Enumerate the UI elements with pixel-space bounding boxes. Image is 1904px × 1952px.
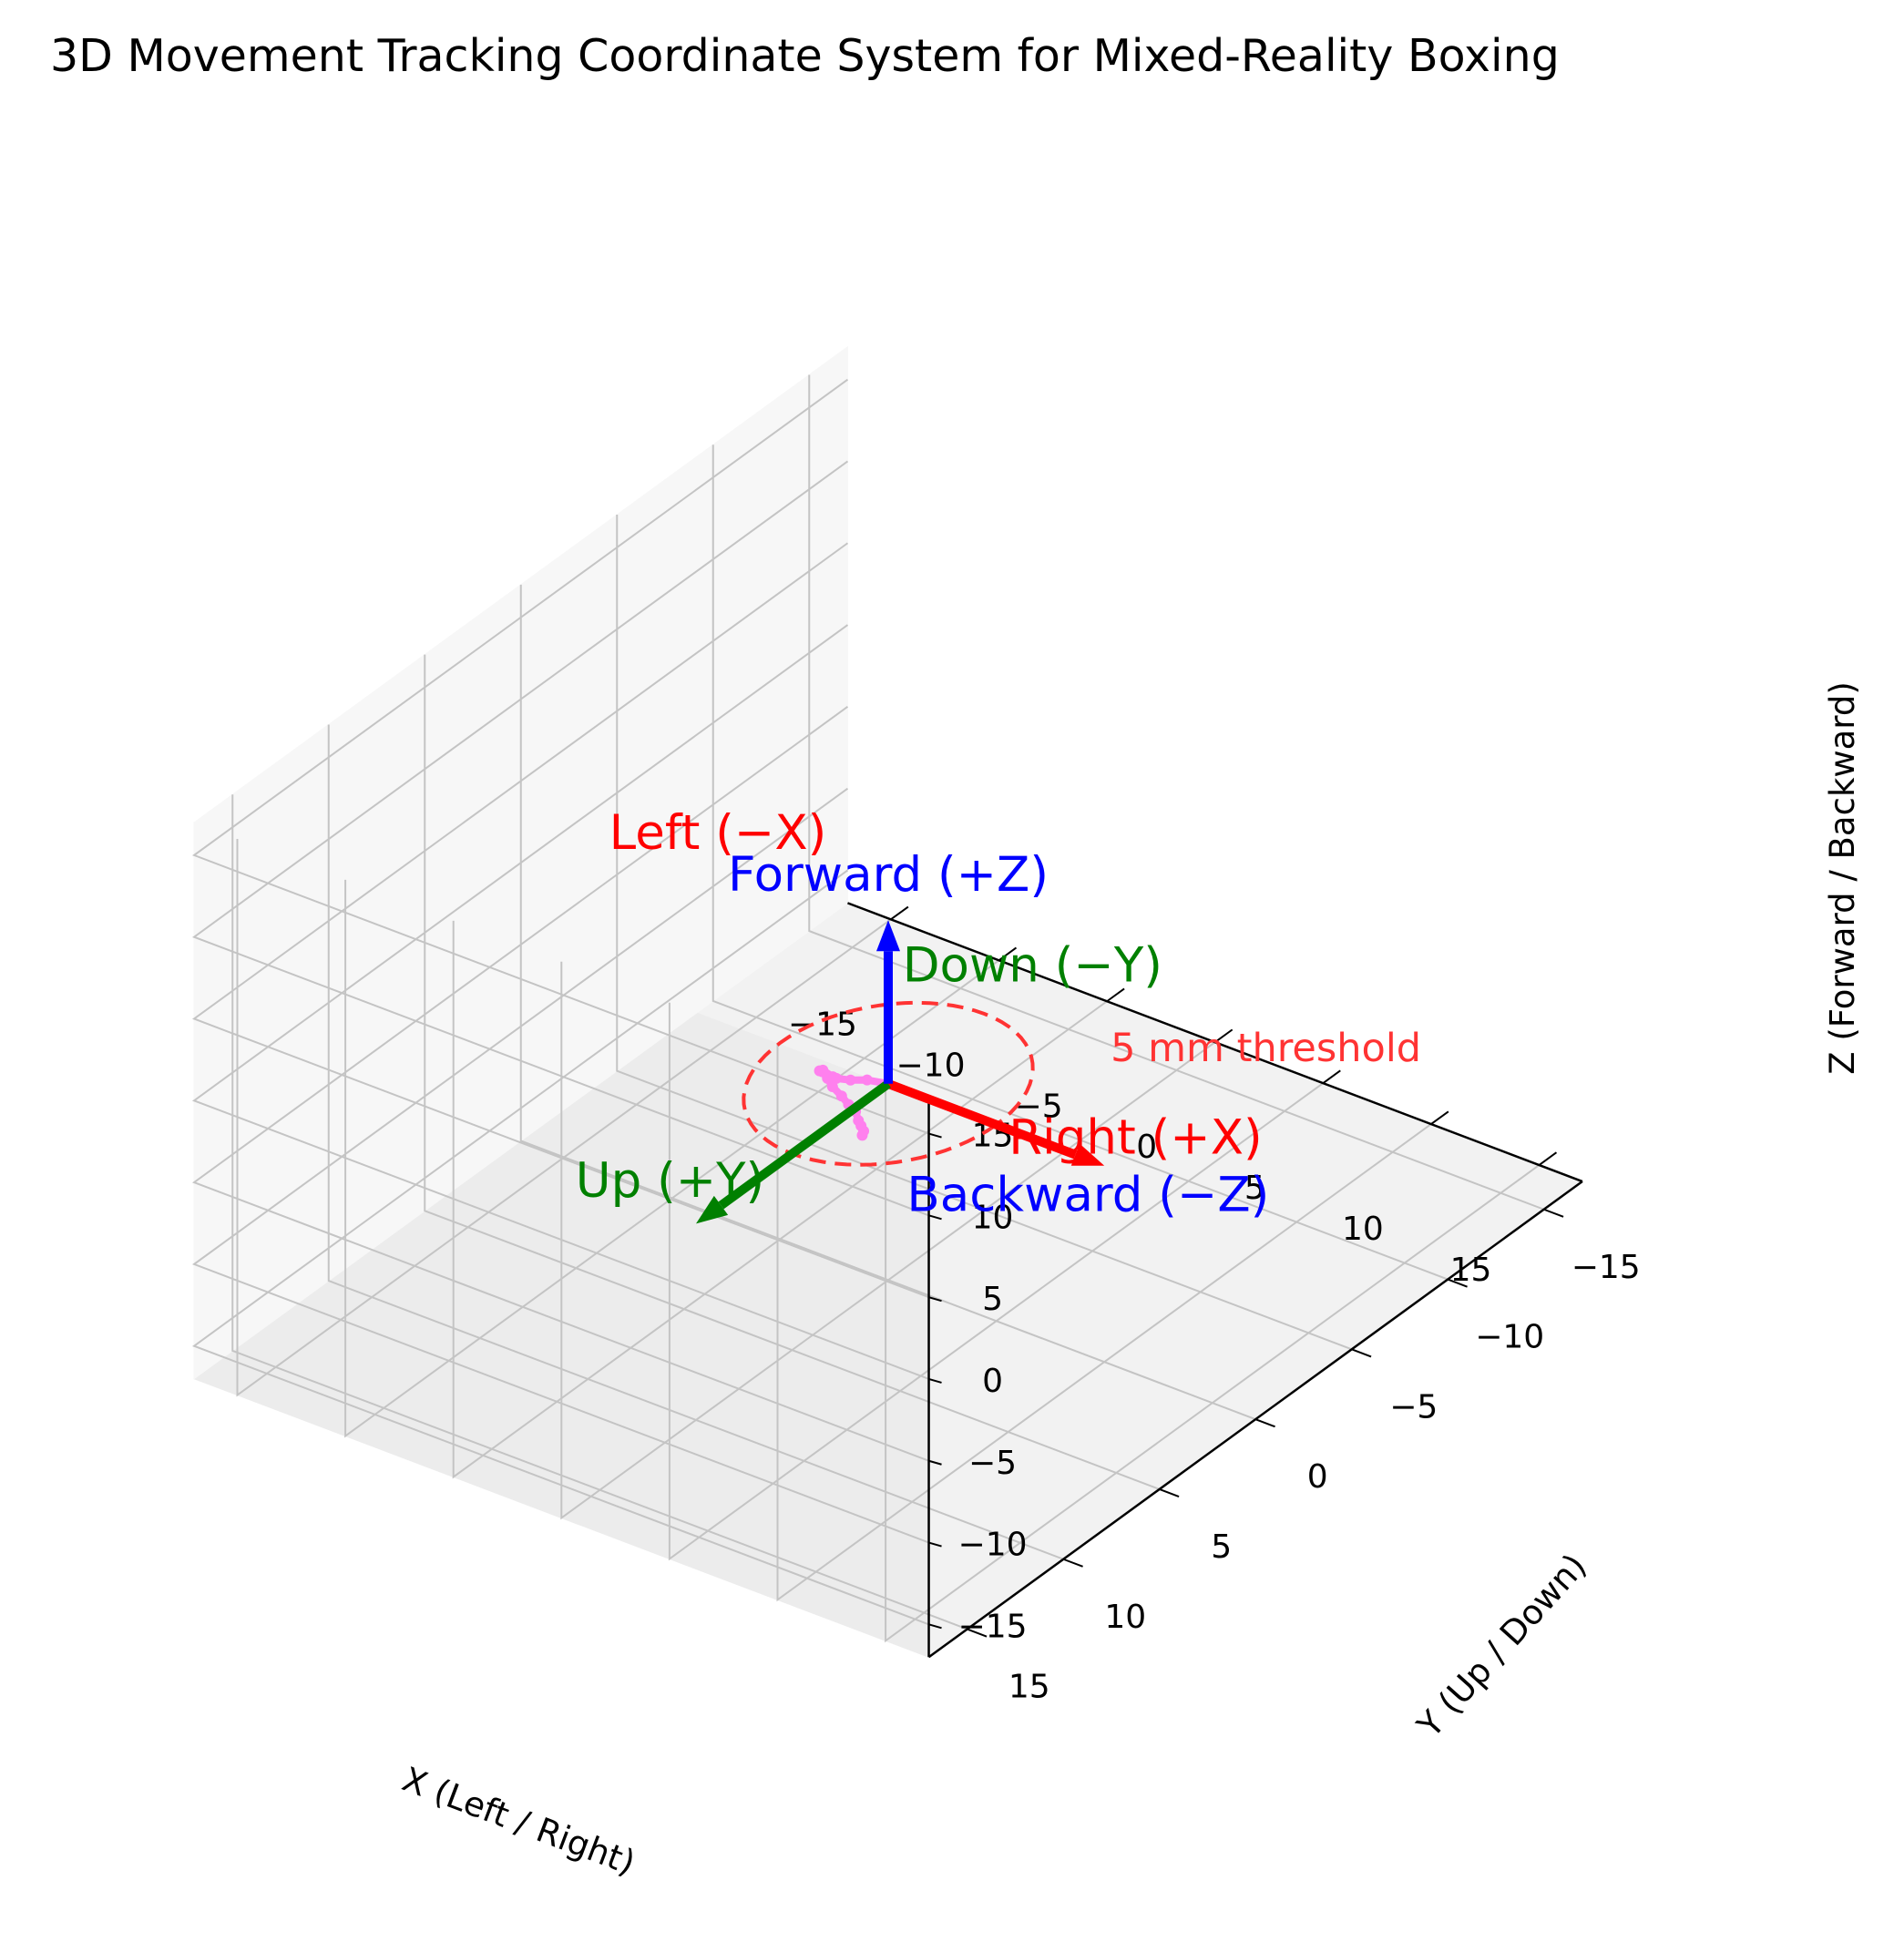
grid-line-x bbox=[344, 879, 1000, 1438]
x-tick-mark bbox=[890, 905, 909, 921]
threshold-label: 5 mm threshold bbox=[1111, 1026, 1421, 1071]
grid-line-z bbox=[191, 542, 929, 1299]
x-tick-mark bbox=[1538, 1151, 1558, 1166]
grid-line-z bbox=[191, 706, 929, 1462]
chart-title: 3D Movement Tracking Coordinate System f… bbox=[50, 30, 1560, 82]
grid-line-y bbox=[327, 724, 1064, 1560]
grid-line-y bbox=[519, 584, 1256, 1421]
threshold-group: 5 mm threshold bbox=[742, 1000, 1421, 1167]
y-tick-label: 5 bbox=[1211, 1528, 1232, 1566]
arrow-up-head bbox=[696, 1195, 729, 1224]
grid-line-y bbox=[711, 445, 1448, 1281]
grid-line-x bbox=[885, 1084, 1541, 1643]
grid-line-z bbox=[191, 378, 929, 1135]
label-backward: Backward (−Z) bbox=[906, 1168, 1269, 1223]
arrow-right-head bbox=[1070, 1143, 1105, 1166]
grid-line-z bbox=[191, 624, 929, 1380]
x-tick-label: −5 bbox=[1015, 1088, 1063, 1125]
z-tick-label: −5 bbox=[968, 1445, 1017, 1482]
z-tick-mark bbox=[928, 1296, 942, 1303]
y-tick-mark bbox=[1543, 1208, 1564, 1218]
grid-line-z bbox=[191, 869, 929, 1626]
z-tick-label: 10 bbox=[972, 1199, 1014, 1236]
direction-arrows bbox=[696, 920, 1105, 1224]
y-tick-mark bbox=[1351, 1348, 1372, 1358]
y-tick-mark bbox=[1447, 1278, 1468, 1288]
x-tick-label: 15 bbox=[1450, 1252, 1492, 1289]
z-tick-mark bbox=[928, 1459, 942, 1466]
y-tick-label: 0 bbox=[1307, 1458, 1328, 1496]
grid-line-y bbox=[616, 515, 1353, 1351]
y-tick-mark bbox=[1062, 1558, 1083, 1568]
grid-line-x bbox=[668, 1002, 1324, 1561]
grid-line-x bbox=[236, 838, 892, 1397]
grid-line-y bbox=[231, 794, 968, 1630]
x-tick-mark bbox=[998, 946, 1018, 962]
grid-line-y bbox=[424, 654, 1161, 1490]
x-tick-label: −15 bbox=[788, 1006, 857, 1043]
trajectory-point bbox=[826, 1081, 838, 1093]
threshold-circle bbox=[742, 1000, 1035, 1167]
x-tick-label: −10 bbox=[896, 1047, 966, 1084]
z-axis-label: Z (Forward / Backward) bbox=[1823, 681, 1862, 1075]
label-down: Down (−Y) bbox=[903, 937, 1162, 993]
y-tick-label: −10 bbox=[1475, 1319, 1544, 1356]
x-tick-mark bbox=[1214, 1028, 1234, 1044]
x-tick-label: 5 bbox=[1244, 1170, 1265, 1207]
grid-line-z bbox=[191, 787, 929, 1544]
grid-lines bbox=[191, 374, 1545, 1643]
trajectory-point bbox=[861, 1074, 873, 1086]
trajectory-point bbox=[822, 1072, 834, 1084]
x-axis-label: X (Left / Right) bbox=[397, 1760, 640, 1883]
z-tick-mark bbox=[928, 1541, 942, 1548]
x-tick-label: 10 bbox=[1342, 1211, 1384, 1248]
y-tick-mark bbox=[1159, 1488, 1180, 1497]
y-tick-label: −15 bbox=[1571, 1249, 1641, 1286]
grid-line-x bbox=[452, 920, 1108, 1479]
x-tick-mark bbox=[1322, 1069, 1341, 1084]
arrow-forward-head bbox=[876, 920, 900, 952]
y-tick-label: 15 bbox=[1008, 1669, 1050, 1706]
trajectory-point bbox=[856, 1129, 868, 1141]
label-up: Up (+Y) bbox=[576, 1153, 764, 1209]
y-tick-mark bbox=[1254, 1418, 1275, 1428]
y-tick-mark bbox=[967, 1628, 988, 1638]
direction-labels: Right (+X) Up (+Y) Forward (+Z)Left (−X) Do… bbox=[576, 805, 1270, 1223]
z-tick-label: −10 bbox=[958, 1527, 1028, 1564]
y-axis-label: Y (Up / Down) bbox=[1409, 1547, 1594, 1746]
z-tick-label: 5 bbox=[982, 1281, 1003, 1318]
grid-line-x bbox=[560, 961, 1216, 1520]
tick-marks: −15 −15 −15 −10 −10 −10 −5 −5 −5 0 0 0 5 5 5 10 10 10 15 15… bbox=[788, 905, 1641, 1706]
z-tick-label: −15 bbox=[958, 1608, 1028, 1645]
trajectory-point bbox=[835, 1090, 847, 1102]
arrow-up-shaft bbox=[718, 1079, 891, 1210]
z-tick-mark bbox=[928, 1377, 942, 1384]
arrow-right-shaft bbox=[886, 1079, 1078, 1160]
z-tick-mark bbox=[928, 1623, 942, 1630]
x-tick-mark bbox=[1430, 1110, 1449, 1125]
z-tick-mark bbox=[928, 1214, 942, 1221]
grid-line-x bbox=[776, 1043, 1432, 1602]
trajectory-point bbox=[845, 1074, 856, 1086]
y-tick-label: 10 bbox=[1104, 1599, 1146, 1636]
x-tick-mark bbox=[1106, 987, 1125, 1003]
y-tick-label: −5 bbox=[1389, 1388, 1438, 1426]
z-tick-mark bbox=[928, 1132, 942, 1139]
label-left: Left (−X) bbox=[609, 805, 827, 861]
grid-line-y bbox=[808, 374, 1545, 1211]
label-right: Right (+X) bbox=[1008, 1110, 1262, 1166]
label-forward: Forward (+Z) bbox=[728, 847, 1049, 903]
z-tick-label: 0 bbox=[982, 1363, 1003, 1400]
grid-line-z bbox=[191, 460, 929, 1217]
x-tick-label: 0 bbox=[1136, 1129, 1157, 1166]
